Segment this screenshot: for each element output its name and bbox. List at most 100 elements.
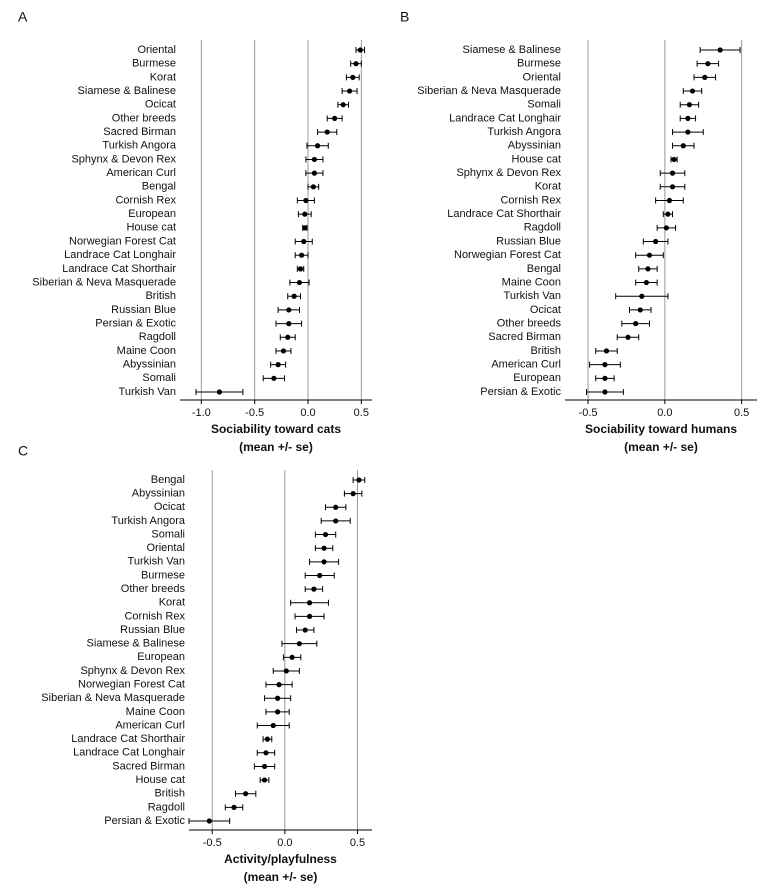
dot [261, 763, 268, 770]
dot [206, 818, 212, 824]
dot [602, 375, 608, 381]
dot [315, 143, 321, 149]
y-tick-label: Other breeds [497, 318, 562, 330]
y-tick-label: American Curl [491, 359, 561, 371]
dot [216, 389, 223, 395]
y-tick-label: Persian & Exotic [95, 318, 176, 330]
dot [243, 791, 249, 797]
y-tick-label: Norwegian Forest Cat [454, 249, 561, 261]
panel-label: C [18, 443, 28, 459]
y-tick-label: House cat [135, 774, 185, 786]
y-tick-label: Sacred Birman [103, 126, 176, 138]
x-tick-label: -0.5 [245, 407, 264, 419]
dot [296, 641, 302, 647]
y-tick-label: Bengal [142, 181, 176, 193]
x-axis-title: Activity/playfulness [224, 852, 337, 866]
dot [322, 531, 329, 538]
y-tick-label: Siamese & Balinese [78, 85, 176, 97]
dot [324, 129, 330, 135]
panel-label: B [400, 9, 409, 25]
y-tick-label: Abyssinian [123, 359, 176, 371]
y-tick-label: Sacred Birman [488, 331, 561, 343]
y-tick-label: Turkish Van [128, 556, 185, 568]
y-tick-label: Burmese [517, 58, 561, 70]
y-tick-label: European [137, 651, 185, 663]
dot [286, 307, 292, 313]
dot [669, 184, 676, 190]
dot [306, 613, 313, 620]
y-tick-label: House cat [126, 222, 176, 234]
dot [646, 252, 653, 258]
dot [317, 572, 323, 579]
dot [625, 334, 631, 340]
y-tick-label: Korat [535, 181, 561, 193]
dot [637, 307, 643, 313]
y-tick-label: Korat [150, 71, 176, 83]
x-tick-label: 0.0 [277, 837, 292, 849]
dot [665, 211, 671, 217]
dot [263, 750, 269, 756]
y-tick-label: Burmese [141, 569, 185, 581]
dot [633, 321, 639, 327]
dot [302, 225, 308, 231]
dot [311, 156, 317, 163]
dot [357, 47, 363, 53]
dot [602, 389, 608, 395]
y-tick-label: Cornish Rex [500, 194, 561, 206]
y-tick-label: Other breeds [112, 112, 177, 124]
x-tick-label: 0.5 [354, 407, 369, 419]
dot [602, 362, 608, 368]
y-tick-label: European [513, 372, 561, 384]
x-axis-subtitle: (mean +/- se) [239, 440, 313, 454]
dot [275, 362, 281, 368]
dot [311, 170, 317, 176]
dot [270, 722, 276, 729]
dot [356, 477, 362, 483]
panel-label: A [18, 9, 28, 25]
y-tick-label: Maine Coon [117, 345, 176, 357]
y-tick-label: Siamese & Balinese [87, 638, 185, 650]
y-tick-label: Ragdoll [524, 222, 561, 234]
y-tick-label: Maine Coon [126, 706, 185, 718]
x-axis-subtitle: (mean +/- se) [244, 870, 318, 884]
y-tick-label: Landrace Cat Shorthair [62, 263, 176, 275]
dot [271, 375, 277, 381]
dot [332, 115, 338, 121]
dot [310, 184, 316, 190]
y-tick-label: American Curl [106, 167, 176, 179]
y-tick-label: American Curl [115, 719, 185, 731]
dot [231, 804, 237, 810]
dot [333, 518, 339, 524]
dot [653, 238, 659, 245]
y-tick-label: Landrace Cat Longhair [73, 747, 185, 759]
dot [297, 266, 304, 272]
y-tick-label: Other breeds [121, 583, 186, 595]
dot [264, 736, 271, 742]
y-tick-label: Norwegian Forest Cat [69, 235, 176, 247]
y-tick-label: British [145, 290, 176, 302]
dot [350, 74, 356, 80]
dot [671, 156, 677, 163]
y-tick-label: Burmese [132, 58, 176, 70]
y-tick-label: Landrace Cat Longhair [449, 112, 561, 124]
dot [350, 491, 356, 497]
dot [311, 586, 317, 592]
y-tick-label: European [128, 208, 176, 220]
y-tick-label: Turkish Van [119, 386, 176, 398]
y-tick-label: Bengal [151, 474, 185, 486]
dot [286, 321, 292, 327]
dot [645, 266, 651, 272]
dot [643, 279, 650, 286]
y-tick-label: Norwegian Forest Cat [78, 679, 185, 691]
y-tick-label: Landrace Cat Shorthair [447, 208, 561, 220]
dot [353, 61, 359, 67]
y-tick-label: Ocicat [530, 304, 561, 316]
x-tick-label: 0.0 [300, 407, 315, 419]
y-tick-label: Ragdoll [139, 331, 176, 343]
y-tick-label: Turkish Van [504, 290, 561, 302]
dot [685, 115, 691, 121]
dot [663, 225, 669, 231]
y-tick-label: Sacred Birman [112, 760, 185, 772]
